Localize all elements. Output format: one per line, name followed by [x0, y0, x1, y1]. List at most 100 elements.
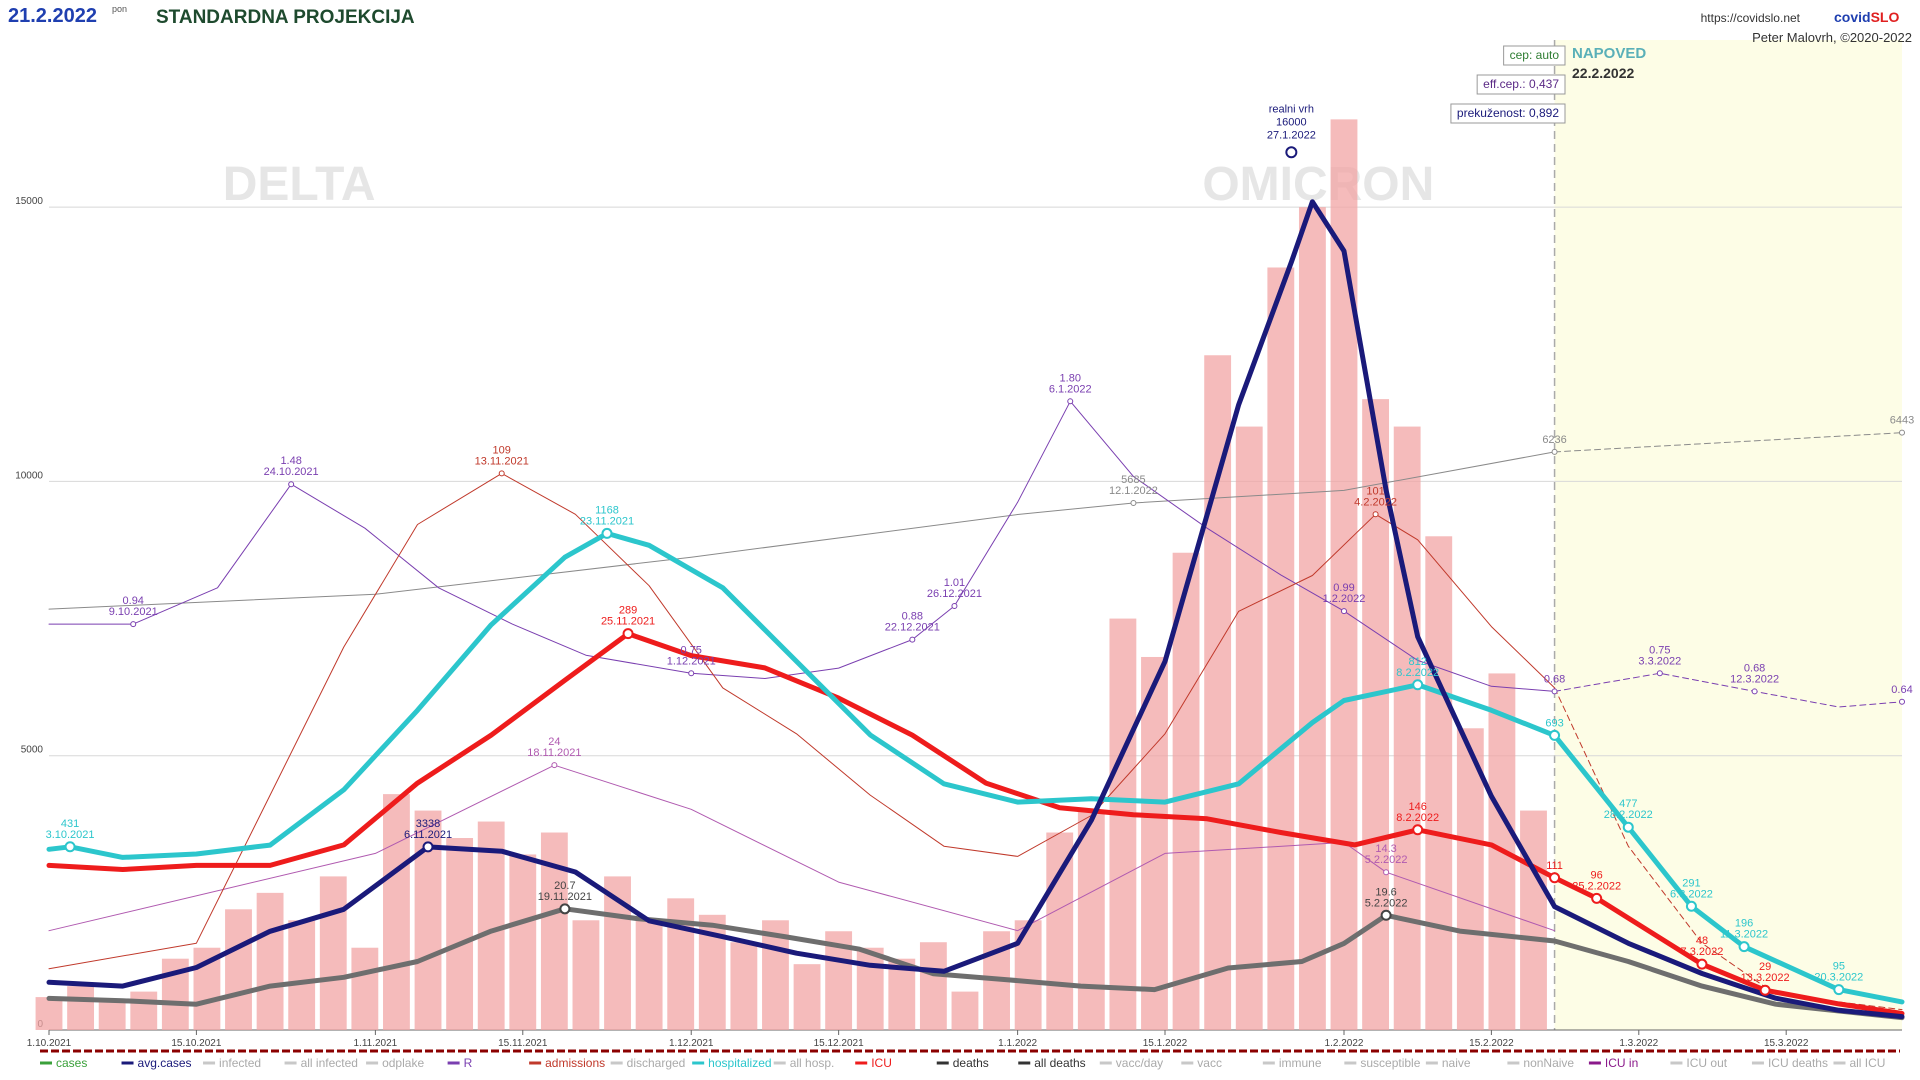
x-tick-label: 15.11.2021 — [498, 1038, 548, 1049]
annotation-value: 20.7 — [554, 880, 575, 892]
annotation-marker — [1622, 821, 1634, 833]
x-tick-label: 1.2.2022 — [1325, 1038, 1364, 1049]
annotation-date: 7.3.2022 — [1681, 946, 1724, 958]
annotation-marker — [1372, 511, 1379, 518]
case-bar — [130, 991, 158, 1030]
date: 21.2.2022 — [8, 5, 97, 27]
annotation-marker — [422, 841, 434, 853]
annotation-marker — [130, 621, 137, 628]
annotation-marker — [1751, 688, 1758, 695]
badge-box — [1450, 103, 1566, 124]
case-bar — [1298, 207, 1326, 1031]
weekday: pon — [112, 4, 127, 14]
case-bar — [572, 920, 600, 1030]
annotation-marker — [1383, 869, 1390, 876]
annotation-date: 28.2.2022 — [1604, 809, 1653, 821]
series-line — [48, 472, 1556, 970]
peak-text: 16000 — [1276, 116, 1307, 128]
annotation-value: 24 — [548, 736, 560, 748]
badge-text: cep: auto — [1510, 48, 1560, 62]
legend-label: all deaths — [1034, 1056, 1085, 1070]
legend-label: deaths — [953, 1056, 989, 1070]
annotation-marker — [1899, 429, 1905, 436]
annotation-value: 1.01 — [944, 577, 965, 589]
annotation-marker — [622, 628, 634, 640]
annotation-marker — [498, 470, 505, 477]
x-tick-label: 1.11.2021 — [354, 1038, 398, 1049]
y-tick-label: 10000 — [15, 470, 43, 481]
annotation-value: 0.68 — [1544, 673, 1565, 685]
case-bar — [319, 876, 347, 1030]
url: https://covidslo.net — [1701, 11, 1801, 25]
annotation-date: 13.11.2021 — [475, 455, 529, 467]
annotation-marker — [1412, 679, 1424, 691]
legend-label: all infected — [301, 1056, 358, 1070]
annotation-value: 0.94 — [123, 595, 144, 607]
annotation-value: 96 — [1591, 869, 1603, 881]
legend-label: susceptible — [1360, 1056, 1420, 1070]
legend-label: R — [464, 1056, 473, 1070]
legend-label: discharged — [627, 1056, 686, 1070]
annotation-value: 1168 — [595, 504, 619, 516]
legend-label: immune — [1279, 1056, 1322, 1070]
case-bar — [1046, 832, 1074, 1030]
x-tick-label: 15.2.2022 — [1469, 1038, 1514, 1049]
case-bar — [509, 854, 537, 1030]
annotation-date: 22.12.2021 — [885, 622, 940, 634]
author: Peter Malovrh, ©2020-2022 — [1752, 30, 1912, 45]
forecast-area — [1554, 40, 1902, 1030]
wave-label: OMICRON — [1202, 158, 1434, 211]
brand-part: SLO — [1871, 9, 1900, 25]
legend-label: vacc/day — [1116, 1056, 1163, 1070]
annotation-marker — [1759, 984, 1771, 996]
annotation-marker — [1549, 872, 1561, 884]
annotation-marker — [1067, 398, 1074, 405]
x-tick-label: 15.12.2021 — [814, 1038, 864, 1049]
series-line — [1554, 432, 1903, 453]
legend-label: odplake — [382, 1056, 424, 1070]
annotation-marker — [1685, 900, 1697, 912]
case-bar — [635, 920, 663, 1030]
legend-label: hospitalized — [708, 1056, 771, 1070]
case-bar — [98, 1002, 126, 1030]
x-tick-label: 15.10.2021 — [171, 1038, 221, 1049]
case-bar — [288, 920, 316, 1030]
annotation-value: 477 — [1619, 798, 1637, 810]
peak-text: realni vrh — [1269, 103, 1314, 115]
x-tick-label: 1.3.2022 — [1619, 1038, 1658, 1049]
case-bar — [1456, 728, 1484, 1030]
annotation-date: 20.3.2022 — [1814, 972, 1863, 984]
annotation-value: 431 — [61, 818, 79, 830]
chart-title: STANDARDNA PROJEKCIJA — [156, 7, 415, 28]
annotation-value: 6443 — [1890, 415, 1914, 427]
annotation-marker — [559, 903, 571, 915]
annotation-date: 4.2.2022 — [1354, 496, 1397, 508]
badge-text: prekuženost: 0,892 — [1457, 106, 1559, 120]
annotation-value: 14.3 — [1375, 843, 1396, 855]
annotation-marker — [1899, 698, 1905, 705]
annotation-value: 19.6 — [1375, 886, 1396, 898]
annotation-value: 1.48 — [280, 455, 301, 467]
case-bar — [1393, 426, 1421, 1031]
annotation-marker — [1591, 892, 1603, 904]
legend-label: ICU — [871, 1056, 892, 1070]
annotation-marker — [909, 636, 916, 643]
peak-text: 27.1.2022 — [1267, 129, 1316, 141]
case-bar — [351, 947, 379, 1030]
case-bar — [1141, 656, 1168, 1030]
annotation-marker — [1412, 824, 1424, 836]
annotation-value: 146 — [1409, 801, 1427, 813]
case-bar — [256, 892, 284, 1030]
series-line — [48, 764, 1556, 932]
brand: covidSLO — [1834, 9, 1899, 25]
legend-label: avg.cases — [138, 1056, 192, 1070]
annotation-value: 693 — [1545, 717, 1563, 729]
series-line — [46, 906, 1905, 1021]
badge-box — [1476, 74, 1566, 95]
case-bar — [1425, 536, 1453, 1030]
annotation-marker — [1130, 499, 1137, 506]
annotation-marker — [64, 841, 76, 853]
x-tick-label: 1.10.2021 — [27, 1038, 72, 1049]
annotation-marker — [1551, 448, 1558, 455]
